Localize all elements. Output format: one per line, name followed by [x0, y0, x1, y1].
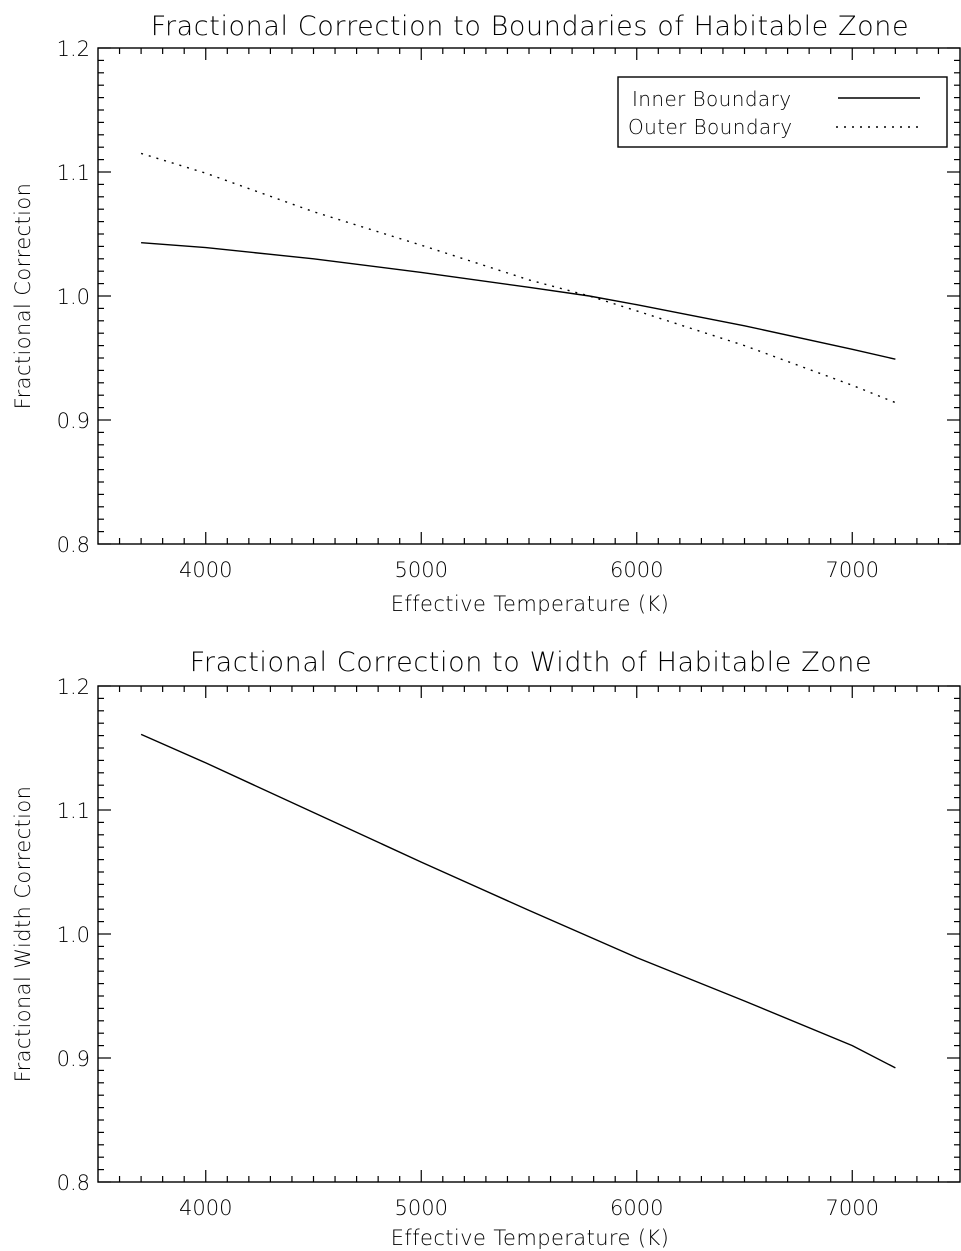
boundaries-tick-labels: 4000 5000 6000 7000 0.8 0.9 1.0 1.1 1.2 [57, 37, 879, 582]
y-tick-label: 1.1 [57, 799, 90, 823]
x-tick-label: 5000 [395, 1196, 448, 1220]
width-x-axis-label: Effective Temperature (K) [391, 1226, 669, 1250]
boundaries-series [140, 152, 896, 404]
x-tick-label: 7000 [826, 1196, 879, 1220]
x-tick-label: 6000 [610, 1196, 663, 1220]
x-tick-label: 4000 [179, 558, 232, 582]
y-tick-label: 1.0 [57, 285, 90, 309]
outer-boundary-line [140, 152, 896, 404]
width-correction-line [140, 733, 896, 1069]
width-panel: Fractional Correction to Width of Habita… [11, 647, 961, 1250]
width-chart-title: Fractional Correction to Width of Habita… [190, 647, 872, 678]
boundaries-axis-ticks [98, 47, 960, 545]
y-tick-label: 1.2 [57, 37, 90, 61]
width-y-axis-label: Fractional Width Correction [11, 786, 35, 1083]
width-tick-labels: 4000 5000 6000 7000 0.8 0.9 1.0 1.1 1.2 [57, 675, 879, 1220]
width-plot-frame [97, 685, 961, 1183]
width-axis-ticks [98, 685, 960, 1183]
legend-label-inner-boundary: Inner Boundary [632, 87, 791, 111]
x-tick-label: 4000 [179, 1196, 232, 1220]
legend-box [617, 76, 948, 148]
y-tick-label: 0.8 [57, 533, 90, 557]
y-tick-label: 0.9 [57, 1047, 90, 1071]
y-tick-label: 1.0 [57, 923, 90, 947]
x-tick-label: 6000 [610, 558, 663, 582]
y-tick-label: 0.9 [57, 409, 90, 433]
boundaries-x-axis-label: Effective Temperature (K) [391, 592, 669, 616]
y-tick-label: 1.1 [57, 161, 90, 185]
boundaries-chart-title: Fractional Correction to Boundaries of H… [151, 11, 909, 42]
y-tick-label: 0.8 [57, 1171, 90, 1195]
y-tick-label: 1.2 [57, 675, 90, 699]
inner-boundary-line [141, 242, 896, 360]
legend-label-outer-boundary: Outer Boundary [628, 115, 792, 139]
width-series [140, 733, 896, 1069]
boundaries-legend: Inner Boundary Outer Boundary [617, 76, 948, 148]
x-tick-label: 5000 [395, 558, 448, 582]
boundaries-panel: Fractional Correction to Boundaries of H… [11, 11, 961, 616]
x-tick-label: 7000 [826, 558, 879, 582]
boundaries-y-axis-label: Fractional Correction [11, 183, 35, 410]
